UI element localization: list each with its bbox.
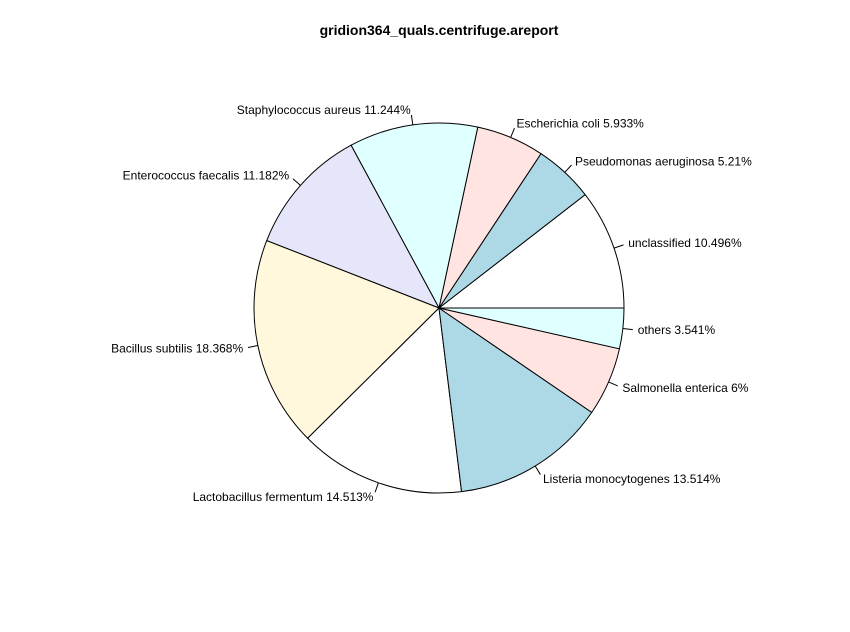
pie-slices (253, 122, 625, 494)
pie-slice (438, 306, 593, 493)
pie-slice (438, 307, 625, 350)
pie-slice (437, 193, 625, 309)
label-tick (292, 178, 301, 186)
slice-label: Listeria monocytogenes 13.514% (543, 472, 721, 486)
slice-label: Bacillus subtilis 18.368% (111, 342, 243, 356)
label-tick (247, 345, 258, 349)
label-tick (608, 381, 618, 387)
slice-label: Enterococcus faecalis 11.182% (123, 168, 290, 182)
chart-title: gridion364_quals.centrifuge.areport (320, 22, 559, 38)
label-tick (410, 114, 414, 125)
slice-label: Lactobacillus fermentum 14.513% (193, 490, 374, 504)
label-tick (374, 482, 379, 493)
pie-slice (350, 122, 479, 310)
label-tick (613, 244, 624, 249)
slice-labels: unclassified 10.496% Pseudomonas aerugino… (111, 103, 752, 504)
slice-label: Pseudomonas aeruginosa 5.21% (575, 154, 752, 168)
slice-label: Staphylococcus aureus 11.244% (237, 103, 411, 117)
slice-label: others 3.541% (638, 323, 716, 337)
label-tick (622, 328, 633, 331)
slice-label: Escherichia coli 5.933% (516, 117, 644, 131)
slice-label: unclassified 10.496% (628, 236, 742, 250)
pie-slice (306, 306, 463, 494)
label-tick (510, 128, 515, 138)
label-tick (564, 164, 572, 173)
label-tick (534, 465, 541, 475)
pie-slice (266, 144, 441, 309)
label-ticks (247, 114, 633, 493)
pie-slice (253, 239, 440, 439)
slice-label: Salmonella enterica 6% (622, 381, 748, 395)
